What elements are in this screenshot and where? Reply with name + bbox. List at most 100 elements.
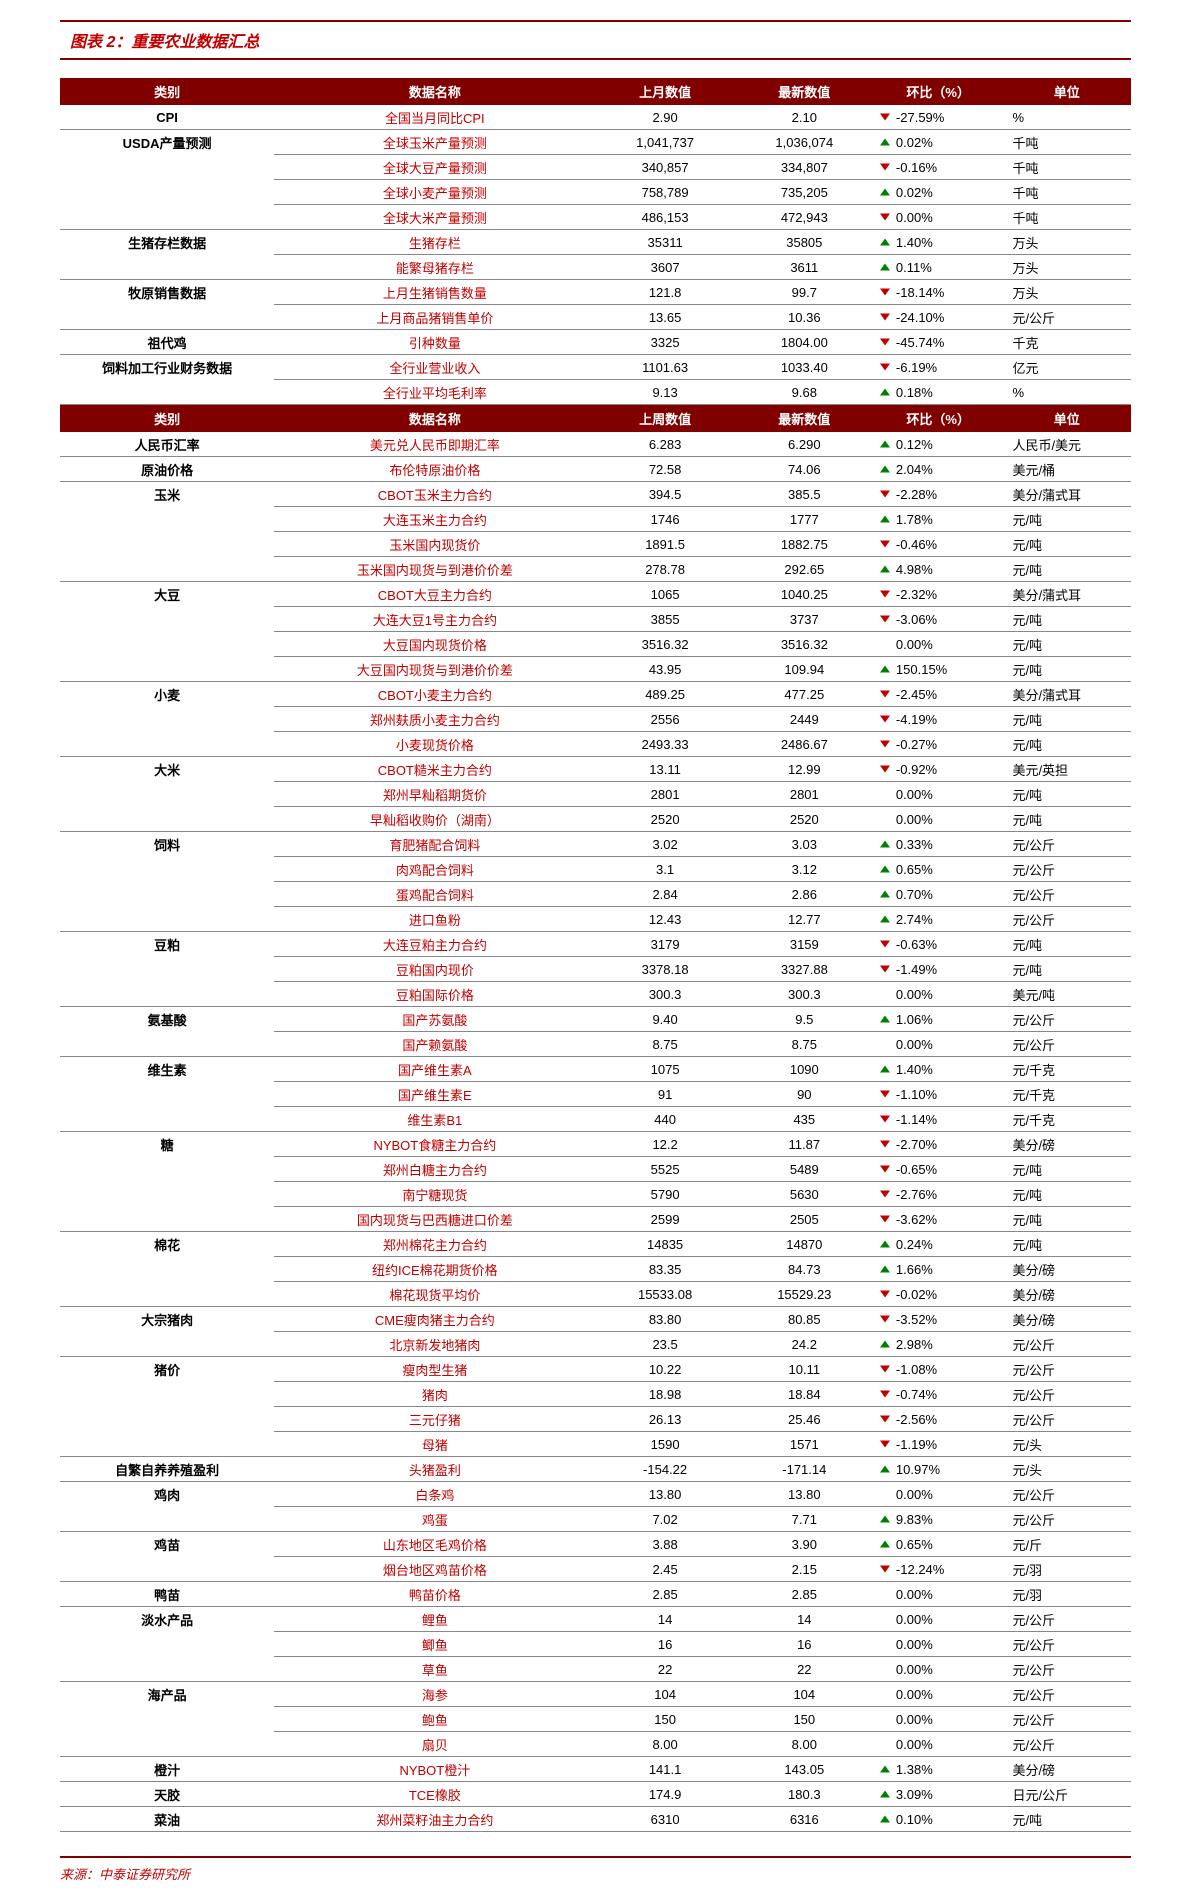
prev-value-cell: 8.75	[595, 1032, 734, 1057]
prev-value-cell: 3.1	[595, 857, 734, 882]
category-cell	[60, 1257, 274, 1282]
arrow-down-icon	[880, 966, 890, 973]
arrow-down-icon	[880, 114, 890, 121]
col-prev-week: 上周数值	[595, 405, 734, 433]
arrow-down-icon	[880, 1416, 890, 1423]
prev-value-cell: 3.88	[595, 1532, 734, 1557]
category-cell	[60, 1407, 274, 1432]
latest-value-cell: 180.3	[735, 1782, 874, 1807]
unit-cell: 元/公斤	[1002, 1632, 1131, 1657]
arrow-up-icon	[880, 1516, 890, 1523]
table-row: 豆粕国内现价3378.183327.88-1.49%元/吨	[60, 957, 1131, 982]
category-cell: 氨基酸	[60, 1007, 274, 1032]
prev-value-cell: 3179	[595, 932, 734, 957]
data-name-cell: 豆粕国际价格	[274, 982, 595, 1007]
prev-value-cell: 2.90	[595, 105, 734, 130]
unit-cell: 元/公斤	[1002, 1032, 1131, 1057]
latest-value-cell: 1777	[735, 507, 874, 532]
prev-value-cell: 2.85	[595, 1582, 734, 1607]
arrow-up-icon	[880, 239, 890, 246]
unit-cell: 美分/蒲式耳	[1002, 682, 1131, 707]
change-cell: -27.59%	[874, 105, 1003, 130]
table-row: 全球大米产量预测486,153472,9430.00%千吨	[60, 205, 1131, 230]
unit-cell: 万头	[1002, 255, 1131, 280]
arrow-up-icon	[880, 441, 890, 448]
arrow-down-icon	[880, 691, 890, 698]
prev-value-cell: 3855	[595, 607, 734, 632]
table-row: 自繁自养养殖盈利头猪盈利-154.22-171.1410.97%元/头	[60, 1457, 1131, 1482]
prev-value-cell: 23.5	[595, 1332, 734, 1357]
data-name-cell: 国内现货与巴西糖进口价差	[274, 1207, 595, 1232]
change-value: -27.59%	[896, 110, 944, 125]
change-cell: 0.11%	[874, 255, 1003, 280]
data-name-cell: CBOT小麦主力合约	[274, 682, 595, 707]
category-cell	[60, 707, 274, 732]
latest-value-cell: 12.99	[735, 757, 874, 782]
table-row: 祖代鸡引种数量33251804.00-45.74%千克	[60, 330, 1131, 355]
unit-cell: 元/吨	[1002, 957, 1131, 982]
change-value: 2.74%	[896, 912, 933, 927]
change-value: 2.04%	[896, 462, 933, 477]
table-row: 原油价格布伦特原油价格72.5874.062.04%美元/桶	[60, 457, 1131, 482]
change-value: 150.15%	[896, 662, 947, 677]
category-cell	[60, 1557, 274, 1582]
change-value: -2.28%	[896, 487, 937, 502]
latest-value-cell: 3.03	[735, 832, 874, 857]
prev-value-cell: 2599	[595, 1207, 734, 1232]
data-name-cell: 南宁糖现货	[274, 1182, 595, 1207]
change-cell: 2.04%	[874, 457, 1003, 482]
table-row: 海产品海参1041040.00%元/公斤	[60, 1682, 1131, 1707]
prev-value-cell: 22	[595, 1657, 734, 1682]
data-name-cell: 维生素B1	[274, 1107, 595, 1132]
latest-value-cell: 80.85	[735, 1307, 874, 1332]
change-cell: 1.06%	[874, 1007, 1003, 1032]
change-cell: -12.24%	[874, 1557, 1003, 1582]
data-name-cell: 郑州麸质小麦主力合约	[274, 707, 595, 732]
table-row: 南宁糖现货57905630-2.76%元/吨	[60, 1182, 1131, 1207]
data-name-cell: 上月生猪销售数量	[274, 280, 595, 305]
change-cell: 0.02%	[874, 180, 1003, 205]
category-cell: USDA产量预测	[60, 130, 274, 155]
latest-value-cell: 3327.88	[735, 957, 874, 982]
table-row: 饲料加工行业财务数据全行业营业收入1101.631033.40-6.19%亿元	[60, 355, 1131, 380]
data-name-cell: 大豆国内现货与到港价价差	[274, 657, 595, 682]
change-value: 0.10%	[896, 1812, 933, 1827]
col-category: 类别	[60, 405, 274, 433]
latest-value-cell: 300.3	[735, 982, 874, 1007]
data-name-cell: 纽约ICE棉花期货价格	[274, 1257, 595, 1282]
data-name-cell: 头猪盈利	[274, 1457, 595, 1482]
table-row: 郑州白糖主力合约55255489-0.65%元/吨	[60, 1157, 1131, 1182]
prev-value-cell: 83.35	[595, 1257, 734, 1282]
unit-cell: 美元/吨	[1002, 982, 1131, 1007]
data-name-cell: 烟台地区鸡苗价格	[274, 1557, 595, 1582]
unit-cell: 元/羽	[1002, 1557, 1131, 1582]
prev-value-cell: 489.25	[595, 682, 734, 707]
change-value: -0.16%	[896, 160, 937, 175]
table-row: 肉鸡配合饲料3.13.120.65%元/公斤	[60, 857, 1131, 882]
change-value: 0.70%	[896, 887, 933, 902]
prev-value-cell: 14835	[595, 1232, 734, 1257]
prev-value-cell: 13.80	[595, 1482, 734, 1507]
table-row: 生猪存栏数据生猪存栏35311358051.40%万头	[60, 230, 1131, 255]
prev-value-cell: 758,789	[595, 180, 734, 205]
change-value: 0.00%	[896, 1712, 933, 1727]
prev-value-cell: 10.22	[595, 1357, 734, 1382]
change-cell: 150.15%	[874, 657, 1003, 682]
change-value: 10.97%	[896, 1462, 940, 1477]
category-cell: 鸭苗	[60, 1582, 274, 1607]
latest-value-cell: 2505	[735, 1207, 874, 1232]
prev-value-cell: 1065	[595, 582, 734, 607]
data-name-cell: 猪肉	[274, 1382, 595, 1407]
unit-cell: 元/千克	[1002, 1082, 1131, 1107]
data-name-cell: 能繁母猪存栏	[274, 255, 595, 280]
arrow-up-icon	[880, 516, 890, 523]
table-row: 上月商品猪销售单价13.6510.36-24.10%元/公斤	[60, 305, 1131, 330]
unit-cell: 元/吨	[1002, 1182, 1131, 1207]
change-value: 0.00%	[896, 1037, 933, 1052]
change-value: -2.56%	[896, 1412, 937, 1427]
unit-cell: 日元/公斤	[1002, 1782, 1131, 1807]
change-cell: 0.00%	[874, 205, 1003, 230]
category-cell	[60, 255, 274, 280]
latest-value-cell: 74.06	[735, 457, 874, 482]
change-cell: -45.74%	[874, 330, 1003, 355]
